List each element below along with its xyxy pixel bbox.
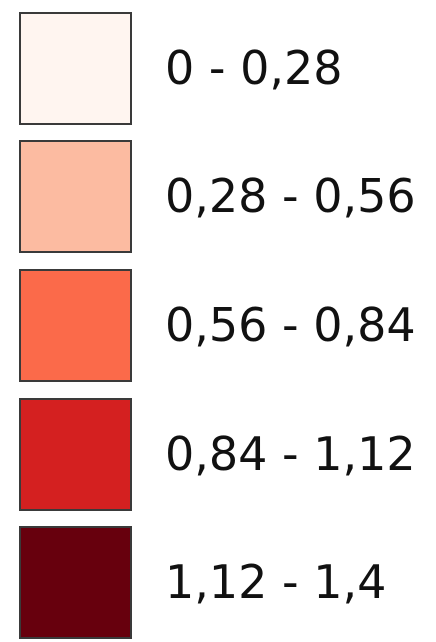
legend-item: 0,56 - 0,84 [0,269,436,385]
legend-item: 1,12 - 1,4 [0,526,436,642]
legend-label: 0,84 - 1,12 [165,427,416,481]
legend-label: 1,12 - 1,4 [165,555,387,609]
swatch [19,526,132,639]
legend-label: 0,28 - 0,56 [165,169,416,223]
swatch [19,12,132,125]
legend-item: 0 - 0,28 [0,12,436,128]
swatch [19,398,132,511]
legend-label: 0,56 - 0,84 [165,298,416,352]
swatch [19,140,132,253]
swatch [19,269,132,382]
legend-label: 0 - 0,28 [165,41,343,95]
legend-item: 0,84 - 1,12 [0,398,436,514]
legend-item: 0,28 - 0,56 [0,140,436,256]
